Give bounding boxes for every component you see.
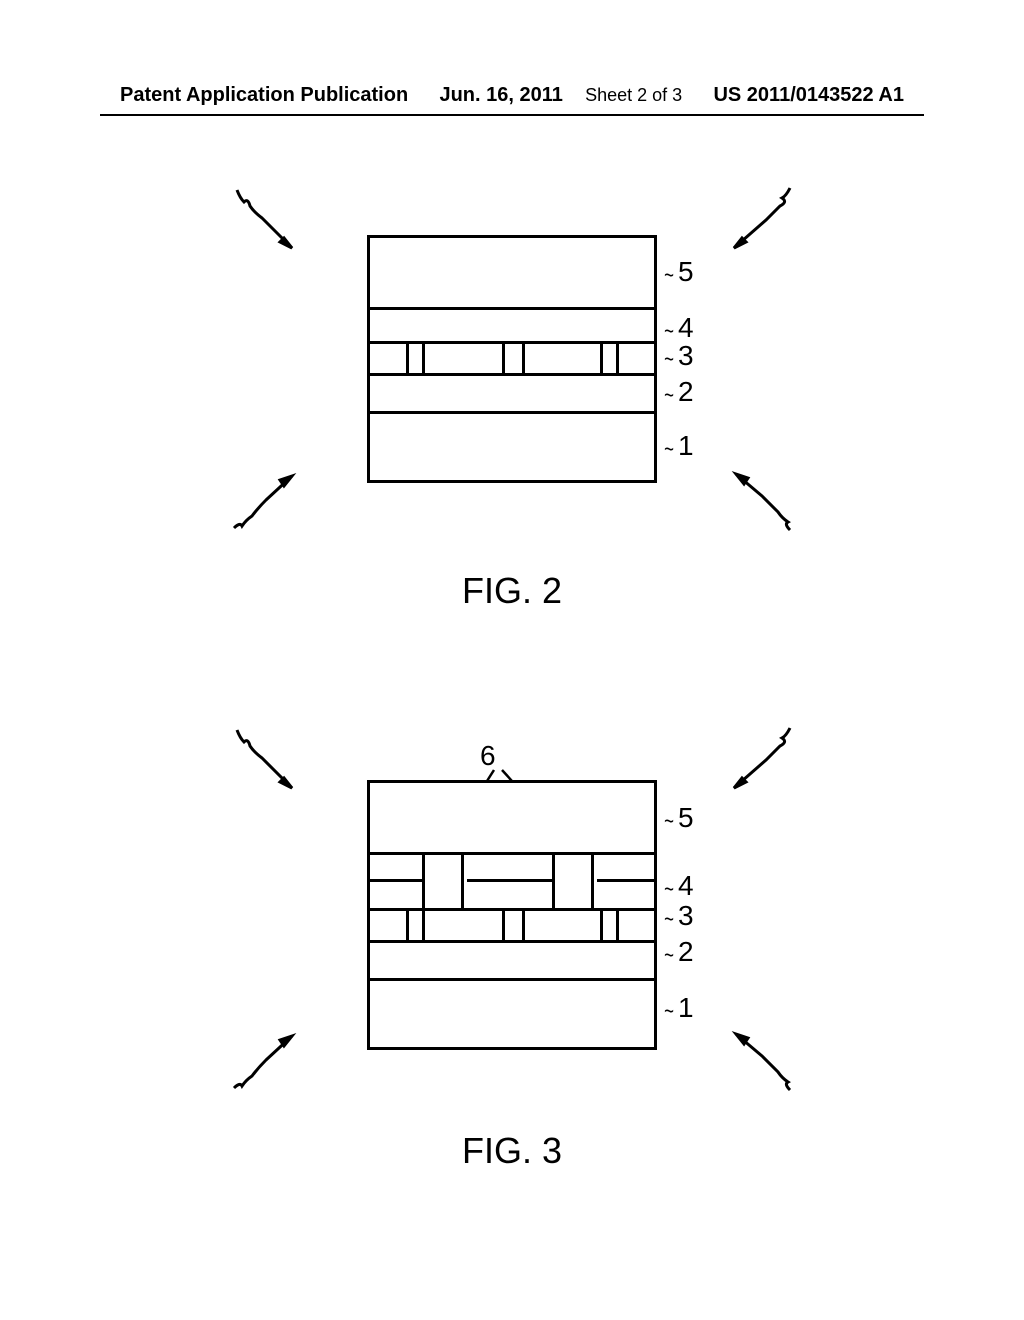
layer-3 (367, 341, 657, 373)
arrow-top-right (712, 180, 802, 270)
fig2-stack (367, 235, 657, 483)
header-center: Jun. 16, 2011 Sheet 2 of 3 (439, 84, 682, 107)
label-3: 3 (678, 340, 694, 372)
tilde-icon: ~ (664, 808, 674, 836)
page-header: Patent Application Publication Jun. 16, … (0, 84, 1024, 107)
label-2: 2 (678, 376, 694, 408)
tilde-icon: ~ (664, 876, 674, 904)
header-right: US 2011/0143522 A1 (713, 84, 904, 107)
layer-5 (367, 235, 657, 307)
layer-2 (367, 373, 657, 411)
label-1: 1 (678, 992, 694, 1024)
label-3: 3 (678, 900, 694, 932)
figure-2: ~ 5 ~ 4 ~ 3 ~ 2 ~ 1 (212, 180, 812, 540)
arrow-bottom-right (712, 1010, 802, 1100)
layer-4 (367, 852, 657, 908)
layer-4 (367, 307, 657, 341)
layer-3 (367, 908, 657, 940)
arrow-bottom-left (222, 1010, 312, 1100)
label-2: 2 (678, 936, 694, 968)
header-rule (100, 114, 924, 116)
tilde-icon: ~ (664, 998, 674, 1026)
arrow-top-left (222, 720, 312, 810)
tilde-icon: ~ (664, 436, 674, 464)
arrow-bottom-left (222, 450, 312, 540)
fig3-stack (367, 780, 657, 1050)
tilde-icon: ~ (664, 346, 674, 374)
label-5: 5 (678, 802, 694, 834)
layer-1 (367, 978, 657, 1050)
layer-1 (367, 411, 657, 483)
layer-2 (367, 940, 657, 978)
fig3-caption: FIG. 3 (462, 1130, 562, 1172)
arrow-bottom-right (712, 450, 802, 540)
arrow-top-left (222, 180, 312, 270)
label-5: 5 (678, 256, 694, 288)
tilde-icon: ~ (664, 906, 674, 934)
label-1: 1 (678, 430, 694, 462)
tilde-icon: ~ (664, 382, 674, 410)
layer-5 (367, 780, 657, 852)
arrow-top-right (712, 720, 802, 810)
tilde-icon: ~ (664, 942, 674, 970)
label-4: 4 (678, 870, 694, 902)
header-left: Patent Application Publication (120, 84, 408, 107)
tilde-icon: ~ (664, 318, 674, 346)
figure-3: 6 (212, 720, 812, 1100)
tilde-icon: ~ (664, 262, 674, 290)
fig2-caption: FIG. 2 (462, 570, 562, 612)
